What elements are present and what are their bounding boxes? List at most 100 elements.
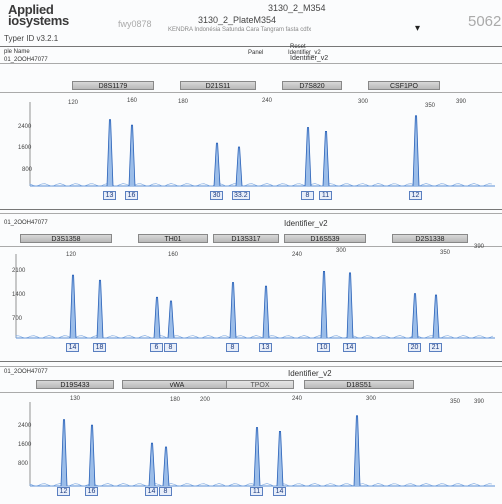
allele-call-label[interactable]: 12 <box>409 191 422 200</box>
marker-bin[interactable]: D21S11 <box>180 81 256 90</box>
marker-bin[interactable]: D7S820 <box>282 81 342 90</box>
allele-peak <box>96 279 104 339</box>
allele-call-label[interactable]: 8 <box>301 191 314 200</box>
axis-tick: 130 <box>70 396 81 402</box>
allele-peak <box>128 124 136 187</box>
allele-peak <box>304 127 312 187</box>
trace-plot <box>15 254 495 339</box>
col-reset: Reset <box>290 44 306 50</box>
allele-call-label[interactable]: 6 <box>150 343 163 352</box>
allele-call-label[interactable]: 21 <box>429 343 442 352</box>
allele-peak <box>60 419 68 487</box>
sample-id: 01_2OOH47077 <box>4 220 48 226</box>
marker-bin[interactable]: vWA <box>122 380 232 389</box>
allele-peak <box>148 442 156 487</box>
allele-call-label[interactable]: 14 <box>343 343 356 352</box>
axis-tick: 300 <box>336 248 347 254</box>
marker-bin[interactable]: D8S1179 <box>72 81 154 90</box>
applied-biosystems-logo: Applied iosystems <box>8 2 69 28</box>
col-panel: Panel <box>248 50 264 56</box>
axis-tick: 180 <box>170 397 181 403</box>
logo-line1: Applied <box>8 2 54 17</box>
marker-bin[interactable]: CSF1PO <box>368 81 440 90</box>
allele-peak <box>276 431 284 487</box>
y-tick: 700 <box>12 316 23 322</box>
allele-call-label[interactable]: 16 <box>125 191 138 200</box>
allele-peak <box>153 296 161 339</box>
col-sample-name: ple Name <box>4 49 30 55</box>
allele-call-label[interactable]: 13 <box>259 343 272 352</box>
allele-call-label[interactable]: 20 <box>408 343 421 352</box>
allele-peak <box>353 415 361 487</box>
allele-call-label[interactable]: 8 <box>164 343 177 352</box>
axis-tick: 240 <box>292 252 303 258</box>
right-label: 50623 <box>468 13 502 30</box>
sub-caption: KENDRA Indonésia Satunda Cara Tangram fa… <box>168 27 312 33</box>
axis-tick: 120 <box>66 252 77 258</box>
allele-peak <box>106 119 114 187</box>
allele-call-label[interactable]: 12 <box>57 487 70 496</box>
y-tick: 1600 <box>18 442 32 448</box>
allele-call-label[interactable]: 33.2 <box>232 191 250 200</box>
allele-call-label[interactable]: 13 <box>103 191 116 200</box>
allele-peak <box>262 285 270 339</box>
marker-bin[interactable]: TH01 <box>138 234 208 243</box>
marker-bin[interactable]: D3S1358 <box>20 234 112 243</box>
allele-call-label[interactable]: 18 <box>93 343 106 352</box>
marker-bin[interactable]: D18S51 <box>304 380 414 389</box>
axis-tick: 390 <box>474 399 485 405</box>
allele-call-label[interactable]: 11 <box>319 191 332 200</box>
allele-peak <box>167 300 175 339</box>
allele-call-label[interactable]: 30 <box>210 191 223 200</box>
marker-bin[interactable]: D19S433 <box>36 380 114 389</box>
allele-peak <box>229 282 237 339</box>
y-tick: 2400 <box>18 124 32 130</box>
allele-peak <box>162 446 170 487</box>
faint-label: fwy0878 <box>118 19 152 29</box>
axis-tick: 240 <box>292 396 303 402</box>
y-tick: 800 <box>18 461 29 467</box>
allele-call-label[interactable]: 8 <box>226 343 239 352</box>
sample-id: 01_2OOH47077 <box>4 57 48 63</box>
marker-bin[interactable]: D2S1338 <box>392 234 468 243</box>
allele-peak <box>322 131 330 187</box>
allele-peak <box>235 146 243 187</box>
marker-bin[interactable]: TPOX <box>226 380 294 389</box>
axis-tick: 350 <box>425 103 436 109</box>
axis-tick: 350 <box>450 399 461 405</box>
axis-tick: 120 <box>68 100 79 106</box>
allele-peak <box>346 272 354 339</box>
y-tick: 2100 <box>12 268 26 274</box>
allele-call-label[interactable]: 16 <box>85 487 98 496</box>
y-tick: 2400 <box>18 423 32 429</box>
axis-tick: 300 <box>366 396 377 402</box>
allele-peak <box>432 294 440 339</box>
allele-call-label[interactable]: 14 <box>66 343 79 352</box>
allele-peak <box>412 115 420 187</box>
panel-name: Identifier_v2 <box>288 369 332 378</box>
allele-call-label[interactable]: 14 <box>273 487 286 496</box>
software-version: Typer ID v3.2.1 <box>4 34 59 43</box>
allele-call-label[interactable]: 8 <box>159 487 172 496</box>
col-reset-value: Identifier_v2 <box>290 55 329 62</box>
trace-plot <box>29 102 495 187</box>
marker-bin[interactable]: D13S317 <box>213 234 279 243</box>
allele-peak <box>69 274 77 339</box>
axis-tick: 200 <box>200 397 211 403</box>
logo-line2: iosystems <box>8 13 69 28</box>
allele-peak <box>320 271 328 339</box>
axis-tick: 160 <box>127 98 138 104</box>
y-tick: 1400 <box>12 292 26 298</box>
axis-tick: 350 <box>440 250 451 256</box>
sample-id: 01_2OOH47077 <box>4 369 48 375</box>
panel-name: Identifier_v2 <box>284 219 328 228</box>
allele-peak <box>88 424 96 487</box>
allele-call-label[interactable]: 10 <box>317 343 330 352</box>
trace-plot <box>29 402 495 487</box>
allele-call-label[interactable]: 14 <box>145 487 158 496</box>
run-name: 3130_2_PlateM354 <box>198 15 277 25</box>
allele-call-label[interactable]: 11 <box>250 487 263 496</box>
marker-bin[interactable]: D16S539 <box>284 234 366 243</box>
filter-icon[interactable]: ▾ <box>415 23 421 34</box>
axis-tick: 300 <box>358 99 369 105</box>
